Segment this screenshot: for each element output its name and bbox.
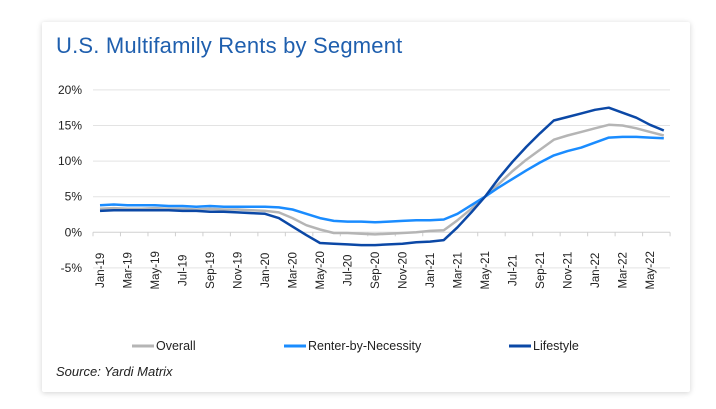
x-tick-label: Jul-21 xyxy=(508,255,520,286)
chart-card xyxy=(42,22,690,392)
x-tick-label: Sep-20 xyxy=(370,252,382,289)
legend-label: Overall xyxy=(156,339,196,353)
chart-title: U.S. Multifamily Rents by Segment xyxy=(56,33,403,58)
y-tick-label: 20% xyxy=(58,83,82,97)
x-tick-label: Nov-20 xyxy=(398,252,410,289)
x-tick-label: Sep-21 xyxy=(535,252,547,289)
x-tick-label: Sep-19 xyxy=(205,252,217,289)
x-tick-label: May-19 xyxy=(150,251,162,289)
series-line-lifestyle xyxy=(99,106,665,247)
x-tick-label: May-22 xyxy=(645,251,657,289)
x-tick-label: Mar-22 xyxy=(618,252,630,288)
x-tick-label: Jan-21 xyxy=(425,253,437,288)
y-tick-label: 0% xyxy=(65,225,83,239)
x-tick-label: Nov-21 xyxy=(563,252,575,289)
y-tick-label: 15% xyxy=(58,119,82,133)
x-tick-label: Jul-20 xyxy=(343,255,355,286)
x-tick-label: Mar-20 xyxy=(288,252,300,288)
x-tick-label: May-20 xyxy=(315,251,327,289)
x-tick-label: Jan-19 xyxy=(95,253,107,288)
x-tick-label: Mar-21 xyxy=(453,252,465,288)
x-tick-label: Jan-20 xyxy=(260,253,272,288)
chart-source: Source: Yardi Matrix xyxy=(56,364,173,379)
x-tick-label: Nov-19 xyxy=(233,252,245,289)
legend-label: Renter-by-Necessity xyxy=(308,339,422,353)
y-tick-label: -5% xyxy=(61,261,83,275)
x-tick-label: Mar-19 xyxy=(123,252,135,288)
series-line-overall xyxy=(99,123,665,236)
series-line-renter-by-necessity xyxy=(99,135,664,224)
y-tick-label: 5% xyxy=(65,190,83,204)
x-tick-label: May-21 xyxy=(480,251,492,289)
y-tick-label: 10% xyxy=(58,154,82,168)
legend-label: Lifestyle xyxy=(533,339,579,353)
x-tick-label: Jul-19 xyxy=(178,255,190,286)
x-tick-label: Jan-22 xyxy=(590,253,602,288)
